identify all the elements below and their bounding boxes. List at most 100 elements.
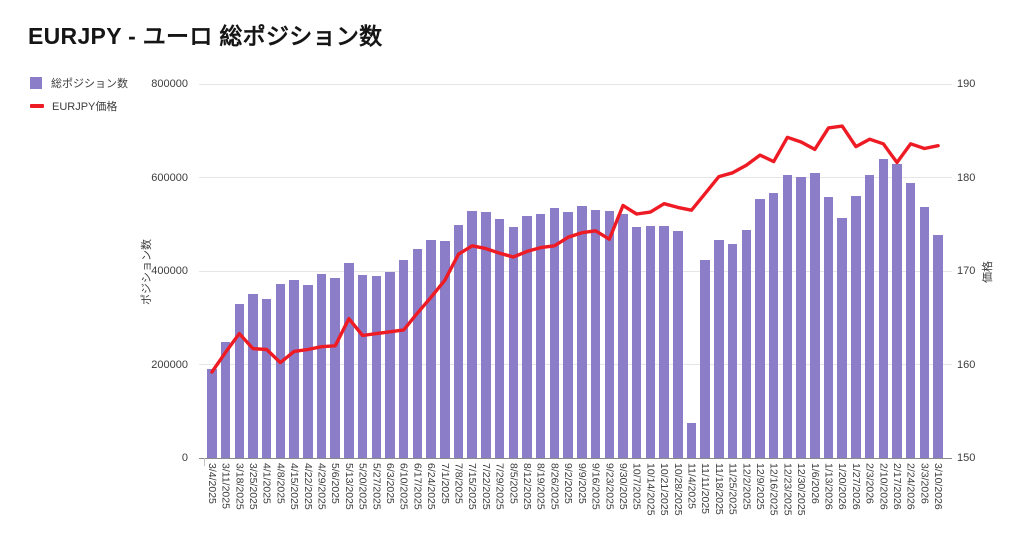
x-axis-label: 3/18/2025 [233,463,246,510]
positions-swatch-icon [30,77,42,89]
x-axis-label: 7/1/2025 [438,463,451,504]
x-axis-label: 11/11/2025 [699,463,712,514]
x-axis-label: 11/18/2025 [712,463,725,515]
x-axis-label: 5/13/2025 [342,463,355,510]
x-axis-label: 12/16/2025 [767,463,780,516]
bar [440,240,450,458]
x-axis-label: 9/2/2025 [562,463,575,504]
bar [371,275,382,458]
x-axis-label: 9/16/2025 [589,463,602,510]
bar [714,240,724,458]
y-axis-tick-label-right: 180 [957,171,976,184]
bar [344,263,354,458]
x-axis-label: 2/10/2026 [877,463,890,510]
bar [412,248,423,458]
price-swatch-icon [30,104,44,108]
bar [261,299,272,458]
x-axis-label: 12/2/2025 [740,463,753,510]
bar [398,259,409,458]
x-axis-label: 8/19/2025 [534,463,547,510]
x-axis-label: 3/3/2026 [918,463,931,504]
x-axis-label: 7/22/2025 [479,463,492,510]
bar [481,211,491,458]
x-axis-label: 11/4/2025 [685,463,698,509]
bar [796,177,806,458]
bar [453,225,464,458]
price-line [210,124,940,374]
bar [563,211,573,458]
bar [823,196,834,458]
bar [768,192,779,458]
bar [385,271,395,458]
bar [631,226,642,458]
x-axis-label: 5/27/2025 [370,463,383,510]
bar [289,280,299,459]
x-axis-label: 1/6/2026 [808,463,821,504]
gridline [199,270,952,272]
x-axis-edge-tick [204,458,205,466]
legend-positions-label: 総ポジション数 [51,78,128,90]
bar [508,226,519,458]
x-axis-label: 6/17/2025 [411,463,424,510]
bar [851,196,861,458]
legend-price-label: EURJPY価格 [52,101,118,113]
x-axis-label: 3/25/2025 [247,463,259,510]
bar [590,209,601,458]
y-axis-tick-label-left: 400000 [151,265,188,277]
bar [426,240,436,458]
bar [275,283,286,458]
legend-item-positions: 総ポジション数 [30,76,128,90]
y-axis-tick-label-right: 190 [957,78,976,90]
x-axis-label: 10/7/2025 [630,463,643,510]
x-axis-label: 10/14/2025 [644,463,657,516]
bar [316,273,327,458]
page-title: EURJPY - ユーロ 総ポジション数 [28,23,383,49]
gridline [199,83,952,85]
gridline [199,177,952,178]
x-axis-label: 6/24/2025 [425,463,438,510]
x-axis-label: 9/23/2025 [603,463,616,510]
x-axis-label: 6/3/2025 [384,463,396,504]
y-axis-tick-label-right: 150 [957,452,976,464]
x-axis-label: 6/10/2025 [397,463,410,510]
bar [494,218,505,458]
y-axis-tick-label-right: 170 [957,265,976,277]
legend: 総ポジション数 EURJPY価格 [30,76,128,122]
x-axis-label: 5/20/2025 [356,463,369,510]
bar [604,210,615,458]
bar [864,175,875,458]
bar [248,293,258,458]
bar [207,369,217,458]
x-axis-label: 3/4/2025 [205,463,218,504]
x-axis-label: 8/26/2025 [548,463,561,510]
bar [535,214,546,458]
x-axis-label: 9/9/2025 [575,463,588,504]
price-line-path [210,124,940,374]
x-axis-label: 5/6/2025 [329,463,342,504]
x-axis-label: 4/15/2025 [288,463,301,510]
bar [810,172,820,458]
bar [303,284,313,458]
bar [234,303,245,458]
bar [220,342,231,458]
x-axis-label: 1/20/2026 [836,463,849,510]
x-axis-label: 10/21/2025 [658,463,671,516]
x-axis-label: 2/24/2026 [904,463,917,510]
x-axis-label: 11/25/2025 [726,463,739,515]
x-axis-label: 7/15/2025 [466,463,479,510]
x-axis-label: 3/10/2026 [932,463,945,510]
x-axis-label: 12/9/2025 [754,463,766,510]
x-axis-label: 7/8/2025 [452,463,465,504]
bar [837,218,847,458]
bar [878,158,889,458]
bar [549,208,560,458]
bar [933,235,943,458]
x-axis-label: 2/3/2026 [863,463,876,504]
x-axis-label: 4/22/2025 [301,463,314,510]
y-axis-tick-label-left: 0 [181,452,188,464]
x-axis-label: 4/8/2025 [274,463,287,504]
x-axis-label: 9/30/2025 [617,463,629,510]
bar [522,215,532,458]
bar [727,243,738,458]
legend-item-price: EURJPY価格 [30,99,128,113]
